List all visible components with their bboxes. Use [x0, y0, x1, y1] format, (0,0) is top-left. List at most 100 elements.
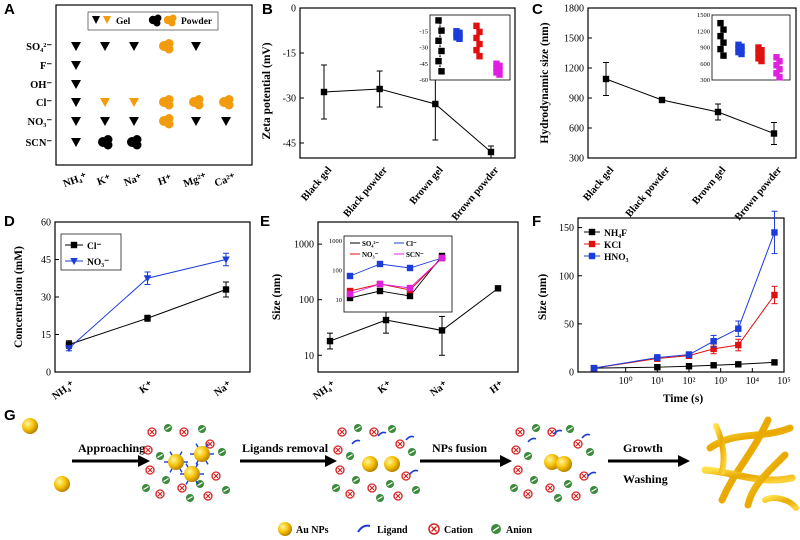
gel-marker [221, 117, 231, 126]
x-tick-label: 10² [683, 376, 696, 387]
anion-icon [532, 424, 540, 432]
step-3-cluster [332, 424, 420, 502]
step-nps-fusion-label: NPs fusion [432, 441, 487, 455]
cation-icon [367, 483, 377, 493]
legend-gel-label: Gel [116, 17, 131, 27]
anion-bar [565, 481, 571, 487]
data-point [143, 275, 152, 283]
series-line [329, 287, 499, 342]
data-point [382, 316, 390, 324]
cation-cross [581, 473, 587, 479]
data-point [658, 96, 666, 104]
ligand [185, 463, 189, 468]
anion-bar [197, 481, 203, 487]
inset-point [406, 264, 414, 272]
inset-legend-label: NO₃⁻ [362, 251, 379, 259]
legend-marker [588, 252, 596, 260]
anion-bar [219, 449, 225, 455]
anion-icon [566, 425, 574, 433]
inset-point [758, 57, 765, 65]
cation-cross [339, 429, 345, 435]
inset-y-tick-label: 600 [700, 61, 710, 68]
anion-icon [142, 484, 150, 492]
cation-icon [515, 427, 525, 437]
inset-point [717, 32, 724, 40]
panel-g-schematic: Approaching Ligands removal NPs fusion G… [22, 416, 799, 536]
data-point [771, 359, 778, 366]
legend-label: Cl⁻ [87, 242, 102, 252]
panel-label-f: F [532, 213, 541, 230]
inset-point [406, 292, 414, 300]
arrow-ligands-removal: Ligands removal [240, 441, 337, 467]
data-point [685, 351, 693, 358]
column-label-2: Na⁺ [123, 172, 144, 189]
inset-legend-label: SCN⁻ [406, 251, 424, 259]
anion-icon [388, 425, 396, 433]
y-tick-label: 10 [304, 351, 314, 362]
gel-marker [71, 42, 81, 51]
anion-bar [587, 449, 593, 455]
series-line [323, 88, 492, 153]
ligand-legend-label: Ligand [377, 525, 408, 536]
y-axis-title: Zeta potential (mV) [261, 42, 273, 139]
cation-cross [371, 429, 377, 435]
row-label-1: F⁻ [40, 61, 52, 72]
legend-marker [588, 228, 596, 236]
ligand [195, 480, 199, 485]
data-point [685, 363, 693, 370]
anion-icon [222, 486, 230, 494]
data-point [710, 345, 717, 353]
gel-marker [71, 98, 81, 107]
panel-f-time-chart: 0 50 100 150 10⁰ 10¹ 10² 10³ 10⁴ 10⁵ Time (s) Size … [537, 210, 791, 405]
gel-marker [129, 42, 139, 51]
ligand [185, 480, 189, 485]
anion-icon [510, 484, 518, 492]
anion-icon [412, 486, 420, 494]
y-tick-label: 30 [41, 293, 51, 304]
anion-bar [333, 485, 339, 491]
inset-point [476, 40, 483, 48]
panel-label-a: A [4, 1, 15, 18]
inset-frame [343, 235, 453, 313]
gel-marker [71, 80, 81, 89]
ligand [205, 460, 209, 465]
cation-icon [143, 445, 153, 455]
y-tick-label: 1200 [564, 64, 584, 75]
au-nps-legend-label: Au NPs [296, 525, 329, 536]
x-tick-label: K⁺ [138, 379, 156, 396]
row-label-5: SCN⁻ [25, 138, 52, 149]
column-label-3: H⁺ [157, 173, 174, 188]
y-axis-title: Size (nm) [271, 274, 283, 320]
x-tick-label: Brown gel [408, 165, 446, 207]
legend: Cl⁻ NO₃⁻ [60, 233, 122, 271]
powder-blob [224, 100, 234, 110]
data-point [602, 75, 610, 83]
cation-icon [345, 489, 355, 499]
schematic-legend: Au NPs Ligand Cation Anion [278, 522, 533, 536]
y-tick-label: -15 [283, 49, 296, 60]
data-point [771, 229, 778, 236]
au-np [362, 456, 378, 472]
y-axis-title: Hydrodynamic size (nm) [539, 22, 551, 143]
data-point [144, 315, 151, 322]
column-label-0: NH₄⁺ [62, 171, 89, 190]
free-ligand [377, 431, 387, 437]
y-tick-label: 600 [569, 124, 584, 135]
cation-legend-icon [428, 523, 440, 535]
inset-point [438, 27, 445, 34]
data-point [487, 148, 495, 156]
inset-point [406, 284, 414, 292]
x-tick-label: Na⁺ [428, 379, 450, 399]
anion-bar [525, 453, 531, 459]
powder-blob [164, 100, 174, 110]
au-np [168, 454, 184, 470]
au-np [544, 454, 560, 470]
inset-point [776, 58, 783, 65]
inset-point [496, 71, 503, 78]
au-np [54, 476, 70, 492]
panel-c-size-chart: 300 600 900 1200 1500 1800 Hydrodynamic size (… [539, 4, 797, 223]
legend-marker [70, 258, 78, 265]
data-point [432, 100, 439, 108]
cation-cross [157, 491, 163, 497]
